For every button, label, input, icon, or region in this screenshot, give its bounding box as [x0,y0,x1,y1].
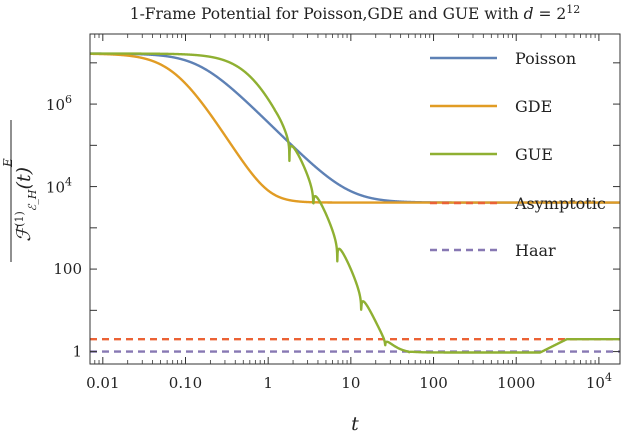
x-tick-label: 1000 [497,374,535,392]
chart-title-d: d [524,5,534,23]
x-tick-label: 100 [419,374,448,392]
y-axis-label-arg: (t) [13,167,35,189]
chart-title-eq: = 2 [534,5,567,23]
y-tick-label: 104 [46,176,72,197]
legend-label-gue: GUE [515,145,553,164]
x-axis-label: t [351,413,359,435]
x-tick-label: 0.10 [169,374,202,392]
series-gde-line [90,52,620,204]
y-axis-label-text: ℱ(1)ℰ_H(t)E [1,158,39,242]
series-poisson-line [90,52,620,204]
axes-layer: 0.01 0.10 1 10 100 1000 104 1 100 104 106 t [46,33,621,435]
chart-title: 1-Frame Potential for Poisson,GDE and GU… [130,3,581,23]
chart-title-main: 1-Frame Potential for Poisson,GDE and GU… [130,5,524,23]
series-gue-line [90,52,620,354]
y-axis-label-sub: ℰ_H [26,189,39,211]
legend-label-gde: GDE [515,97,552,116]
x-tick-label: 10 [341,374,360,392]
y-axis-label-F: ℱ [13,224,35,242]
x-tick-label: 104 [586,371,612,392]
legend: Poisson GDE GUE Asymptotic Haar [430,49,606,260]
legend-label-asymptotic: Asymptotic [514,194,606,213]
y-tick-label: 1 [72,343,82,361]
legend-label-haar: Haar [515,241,556,260]
x-tick-label: 1 [263,374,273,392]
x-tick-label: 0.01 [86,374,119,392]
y-tick-label: 100 [53,260,82,278]
y-tick-label: 106 [46,93,72,114]
series-layer [90,52,620,354]
legend-label-poisson: Poisson [515,49,576,68]
chart-title-exp: 12 [566,3,580,16]
y-axis-label: ℱ(1)ℰ_H(t)E [1,120,39,262]
y-axis-label-E: E [1,158,15,168]
plot-frame [89,33,621,365]
y-axis-label-sup: (1) [13,211,26,227]
